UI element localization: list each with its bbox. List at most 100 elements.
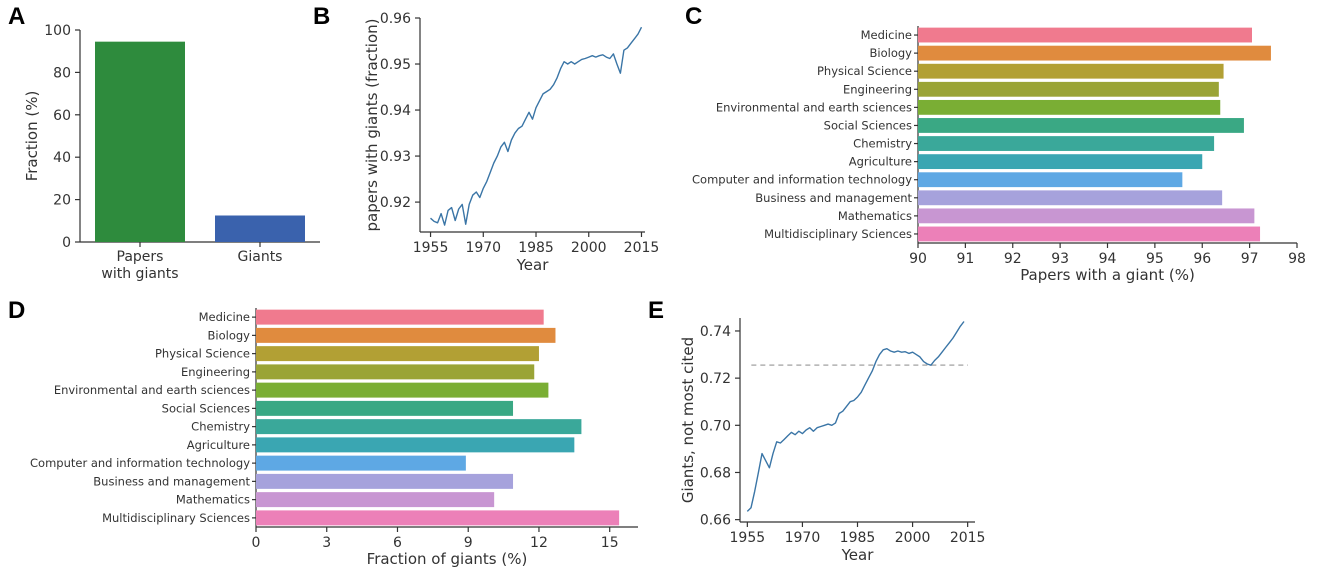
y-category-label: Agriculture xyxy=(187,438,250,452)
y-tick-label: 0.95 xyxy=(380,57,411,73)
y-category-label: Computer and information technology xyxy=(692,173,912,187)
y-category-label: Physical Science xyxy=(817,64,912,78)
bar xyxy=(256,309,544,325)
bar xyxy=(918,154,1203,170)
y-category-label: Social Sciences xyxy=(824,118,912,132)
x-tick-label: 0 xyxy=(252,535,261,551)
bar xyxy=(918,136,1215,151)
y-tick-label: 0.68 xyxy=(700,465,731,481)
bar xyxy=(95,41,185,242)
x-tick-label: 92 xyxy=(1004,251,1022,267)
x-axis-title: Year xyxy=(516,256,550,274)
y-tick-label: 0.93 xyxy=(380,149,411,165)
x-tick-label: 6 xyxy=(393,535,402,551)
y-category-label: Environmental and earth sciences xyxy=(54,383,250,397)
x-tick-label: 94 xyxy=(1099,251,1117,267)
bar xyxy=(256,400,514,416)
y-axis-title: papers with giants (fraction) xyxy=(363,19,381,232)
bar xyxy=(918,118,1244,133)
panel-d-horizontal-bar-chart: Medicine Biology Physical Science Engineeri… xyxy=(30,308,638,568)
bar xyxy=(918,99,1221,115)
panel-letter-d: D xyxy=(8,297,25,324)
y-axis-title: Fraction (%) xyxy=(23,91,41,182)
y-category-label: Multidisciplinary Sciences xyxy=(102,511,250,525)
y-tick-label: 0.92 xyxy=(380,195,411,211)
x-tick-label: 2015 xyxy=(950,530,986,546)
y-category-label: Agriculture xyxy=(849,155,912,169)
bar xyxy=(256,382,549,398)
x-tick-label: 2015 xyxy=(624,240,660,256)
x-tick-label: 2000 xyxy=(895,530,931,546)
bar xyxy=(256,455,466,471)
panel-letter-c: C xyxy=(685,3,702,30)
x-axis-title: Papers with a giant (%) xyxy=(1020,266,1195,284)
bar xyxy=(256,492,495,508)
bar xyxy=(215,215,305,242)
bar xyxy=(918,172,1183,188)
x-category-label: Papers xyxy=(117,249,164,265)
y-axis-title: Giants, not most cited xyxy=(679,337,697,503)
y-tick-label: 40 xyxy=(53,150,71,166)
x-tick-label: 12 xyxy=(530,535,548,551)
bar xyxy=(918,63,1224,79)
x-tick-label: 15 xyxy=(601,535,619,551)
x-tick-label: 1970 xyxy=(785,530,821,546)
y-category-label: Biology xyxy=(208,328,251,342)
series-line xyxy=(430,26,643,226)
y-tick-label: 0.96 xyxy=(380,11,411,27)
x-axis-title: Year xyxy=(841,546,875,564)
y-category-label: Chemistry xyxy=(853,137,912,151)
y-category-label: Multidisciplinary Sciences xyxy=(764,227,912,241)
x-tick-label: 1985 xyxy=(518,240,554,256)
panel-letter-a: A xyxy=(8,3,25,30)
y-category-label: Medicine xyxy=(199,310,250,324)
y-category-label: Business and management xyxy=(755,191,912,205)
bar xyxy=(256,346,539,362)
y-category-label: Mathematics xyxy=(838,209,912,223)
bar xyxy=(256,364,535,380)
panel-letter-b: B xyxy=(313,3,330,30)
x-tick-label: 9 xyxy=(464,535,473,551)
x-tick-label: 1955 xyxy=(413,240,449,256)
bar xyxy=(256,473,514,489)
x-tick-label: 1955 xyxy=(730,530,766,546)
y-tick-label: 80 xyxy=(53,65,71,81)
x-tick-label: 1970 xyxy=(465,240,501,256)
x-tick-label: 1985 xyxy=(840,530,876,546)
y-category-label: Engineering xyxy=(843,82,912,96)
bar xyxy=(918,226,1261,242)
y-tick-label: 0 xyxy=(62,235,71,251)
bar xyxy=(918,27,1252,43)
bar xyxy=(256,510,620,526)
bar xyxy=(256,327,556,343)
series-line xyxy=(746,321,965,512)
x-tick-label: 3 xyxy=(322,535,331,551)
bar xyxy=(256,437,575,453)
y-tick-label: 100 xyxy=(44,23,71,39)
y-category-label: Engineering xyxy=(181,365,250,379)
x-axis-title: Fraction of giants (%) xyxy=(367,550,528,568)
x-tick-label: 96 xyxy=(1193,251,1211,267)
x-tick-label: 2000 xyxy=(571,240,607,256)
y-category-label: Chemistry xyxy=(191,420,250,434)
bar xyxy=(918,81,1219,97)
x-category-label: Giants xyxy=(238,249,283,265)
x-tick-label: 95 xyxy=(1146,251,1164,267)
y-category-label: Business and management xyxy=(93,474,250,488)
panel-e-line-chart: 0.66 0.68 0.70 0.72 0.74 1955 1970 1985 2000 2015… xyxy=(679,318,985,564)
x-tick-label: 97 xyxy=(1241,251,1259,267)
y-tick-label: 0.74 xyxy=(700,324,731,340)
y-tick-label: 20 xyxy=(53,193,71,209)
bar xyxy=(256,419,582,435)
y-category-label: Mathematics xyxy=(176,493,250,507)
bar xyxy=(918,45,1271,61)
y-tick-label: 60 xyxy=(53,108,71,124)
y-tick-label: 0.72 xyxy=(700,371,731,387)
x-tick-label: 98 xyxy=(1288,251,1306,267)
y-category-label: Medicine xyxy=(861,28,912,42)
y-tick-label: 0.70 xyxy=(700,418,731,434)
y-category-label: Social Sciences xyxy=(162,401,250,415)
x-tick-label: 93 xyxy=(1051,251,1069,267)
panel-letter-e: E xyxy=(648,297,664,324)
